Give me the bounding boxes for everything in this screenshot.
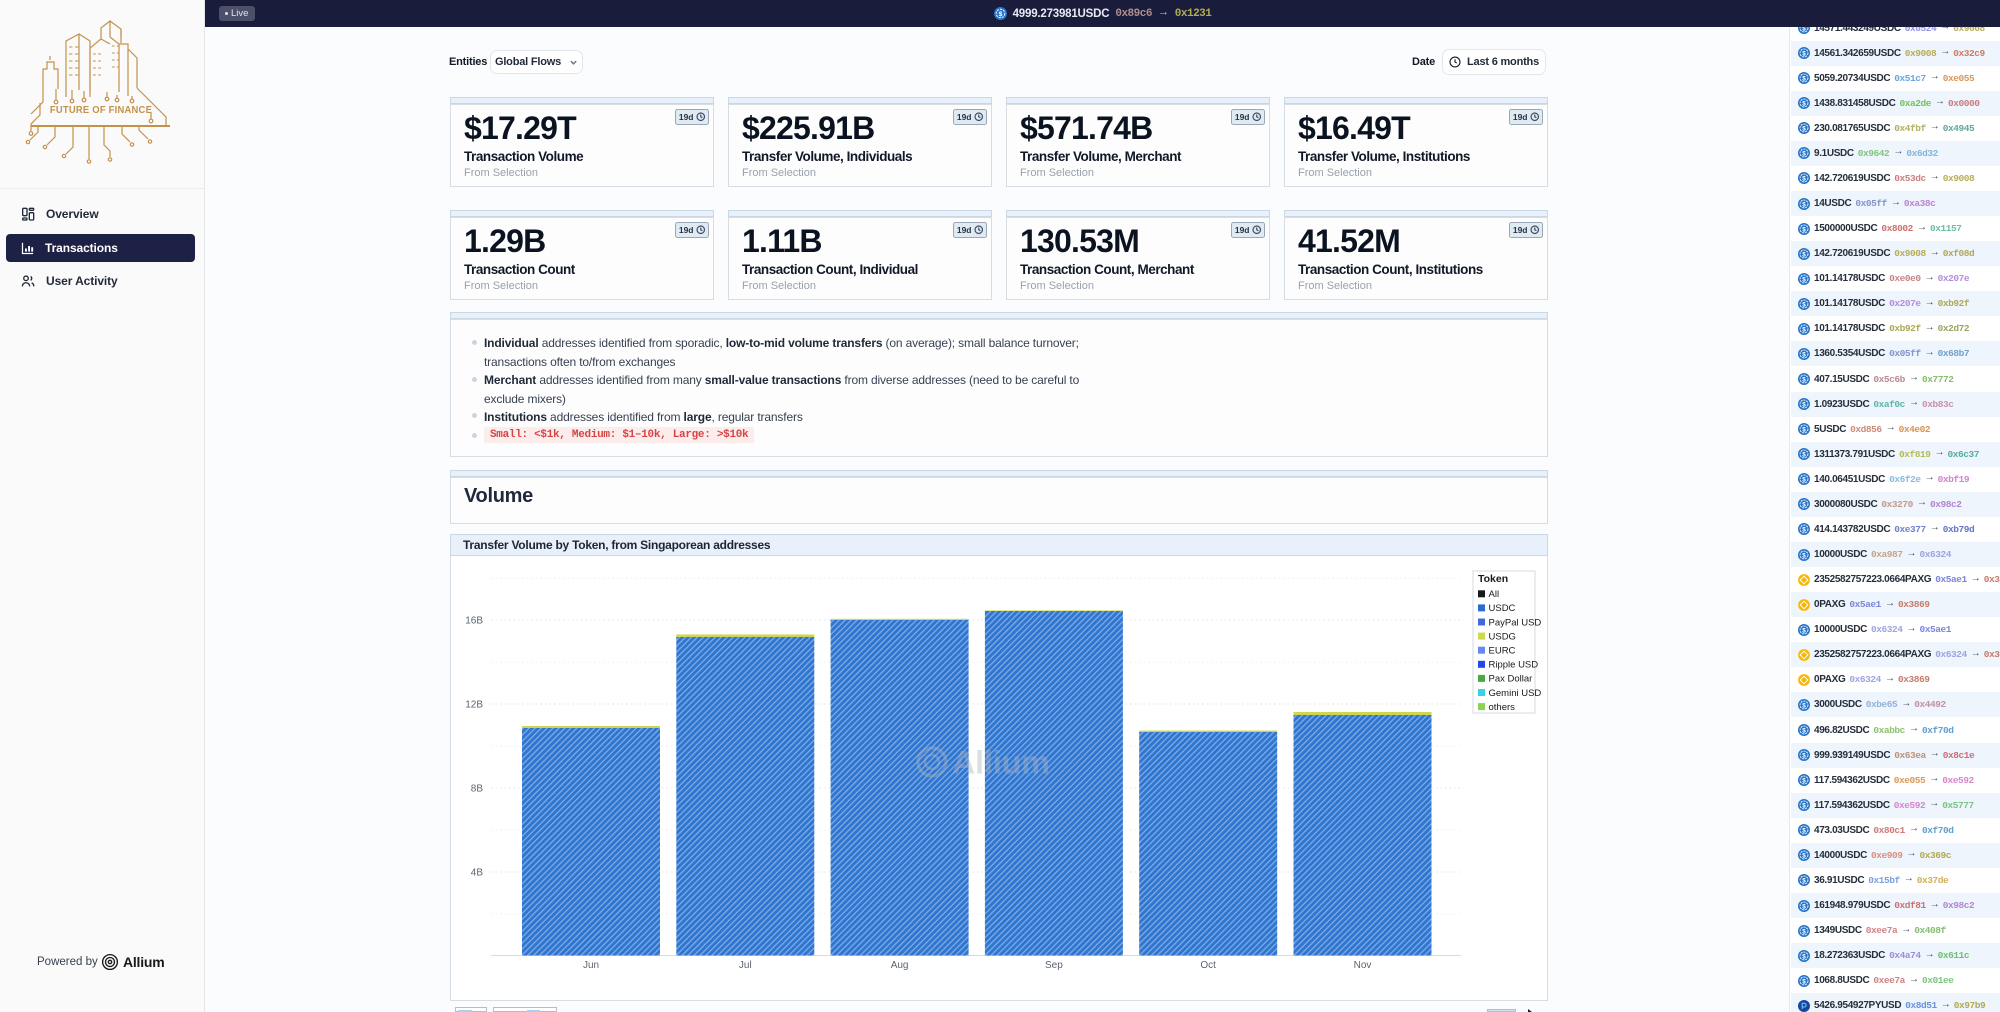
- svg-text:$: $: [1802, 727, 1806, 734]
- svg-text:$: $: [1802, 527, 1806, 534]
- svg-text:8B: 8B: [471, 784, 484, 795]
- svg-text:$: $: [1802, 376, 1806, 383]
- svg-text:$: $: [1802, 251, 1806, 258]
- svg-text:Ripple USD: Ripple USD: [1489, 660, 1539, 671]
- svg-text:USDC: USDC: [1489, 603, 1516, 614]
- svg-text:$: $: [1802, 326, 1806, 333]
- svg-text:$: $: [1802, 176, 1806, 183]
- svg-text:16B: 16B: [465, 616, 483, 627]
- svg-text:Jun: Jun: [583, 960, 599, 971]
- svg-text:PayPal USD: PayPal USD: [1489, 617, 1542, 628]
- svg-text:$: $: [1802, 25, 1806, 32]
- svg-text:$: $: [1802, 702, 1806, 709]
- svg-text:Token: Token: [1478, 573, 1508, 585]
- svg-text:12B: 12B: [465, 700, 483, 711]
- svg-text:$: $: [1802, 151, 1806, 158]
- svg-text:$: $: [1802, 928, 1806, 935]
- svg-text:$: $: [1802, 552, 1806, 559]
- svg-text:Jul: Jul: [739, 960, 752, 971]
- svg-text:Allium: Allium: [952, 745, 1050, 781]
- svg-text:$: $: [1802, 101, 1806, 108]
- svg-text:others: others: [1489, 702, 1516, 713]
- svg-text:$: $: [1802, 627, 1806, 634]
- svg-text:$: $: [998, 11, 1002, 18]
- svg-text:$: $: [1802, 351, 1806, 358]
- svg-text:$: $: [1802, 226, 1806, 233]
- svg-text:4B: 4B: [471, 868, 484, 879]
- svg-text:$: $: [1802, 276, 1806, 283]
- svg-text:$: $: [1802, 477, 1806, 484]
- svg-text:$: $: [1802, 953, 1806, 960]
- svg-text:$: $: [1802, 75, 1806, 82]
- svg-text:$: $: [1802, 777, 1806, 784]
- svg-text:$: $: [1802, 50, 1806, 57]
- svg-text:Gemini USD: Gemini USD: [1489, 688, 1542, 699]
- svg-text:Pax Dollar: Pax Dollar: [1489, 674, 1533, 685]
- svg-text:Aug: Aug: [891, 960, 909, 971]
- svg-text:$: $: [1802, 978, 1806, 985]
- svg-text:$: $: [1802, 426, 1806, 433]
- svg-text:$: $: [1802, 201, 1806, 208]
- svg-text:$: $: [1802, 853, 1806, 860]
- svg-text:$: $: [1802, 803, 1806, 810]
- svg-text:All: All: [1489, 589, 1500, 600]
- svg-text:$: $: [1802, 752, 1806, 759]
- svg-text:Nov: Nov: [1354, 960, 1372, 971]
- svg-text:$: $: [1802, 903, 1806, 910]
- svg-text:$: $: [1802, 452, 1806, 459]
- svg-text:EURC: EURC: [1489, 646, 1516, 657]
- svg-text:USDG: USDG: [1489, 631, 1516, 642]
- svg-text:$: $: [1802, 401, 1806, 408]
- svg-text:$: $: [1802, 502, 1806, 509]
- svg-text:Oct: Oct: [1200, 960, 1216, 971]
- svg-text:$: $: [1802, 878, 1806, 885]
- svg-text:$: $: [1802, 828, 1806, 835]
- svg-text:$: $: [1802, 301, 1806, 308]
- svg-text:Sep: Sep: [1045, 960, 1063, 971]
- svg-text:$: $: [1802, 126, 1806, 133]
